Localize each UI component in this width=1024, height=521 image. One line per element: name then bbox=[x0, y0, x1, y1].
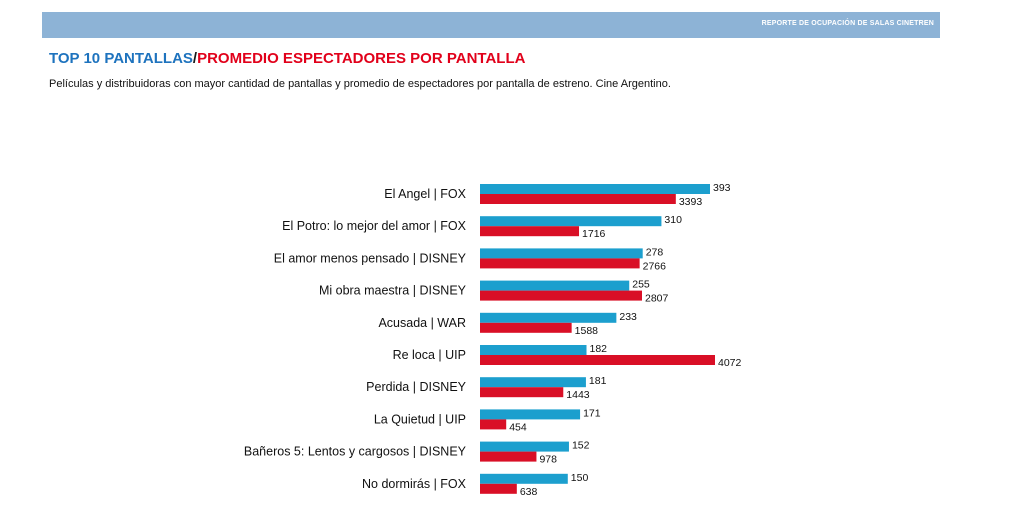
category-label: Bañeros 5: Lentos y cargosos | DISNEY bbox=[244, 445, 467, 459]
title-separator: / bbox=[192, 50, 198, 67]
data-label: 2807 bbox=[645, 293, 669, 305]
bar-screens bbox=[480, 377, 586, 388]
data-label: 4072 bbox=[718, 357, 742, 369]
bar-average-spectators bbox=[480, 290, 642, 301]
data-label: 1716 bbox=[582, 228, 606, 240]
bar-screens bbox=[480, 409, 581, 420]
data-label: 1443 bbox=[566, 389, 590, 401]
data-label: 150 bbox=[571, 472, 589, 484]
title-part-average: PROMEDIO ESPECTADORES POR PANTALLA bbox=[197, 50, 526, 67]
data-label: 393 bbox=[713, 182, 731, 194]
category-label: Mi obra maestra | DISNEY bbox=[319, 284, 467, 298]
bar-screens bbox=[480, 280, 630, 291]
category-label: Perdida | DISNEY bbox=[366, 380, 466, 394]
data-label: 278 bbox=[646, 246, 664, 258]
title-part-screens: TOP 10 PANTALLAS bbox=[49, 50, 193, 67]
data-label: 3393 bbox=[679, 196, 703, 208]
header-banner: REPORTE DE OCUPACIÓN DE SALAS CINETREN bbox=[42, 12, 940, 38]
chart-subtitle: Películas y distribuidoras con mayor can… bbox=[49, 78, 671, 90]
data-label: 152 bbox=[572, 440, 590, 452]
bar-screens bbox=[480, 216, 662, 227]
data-label: 233 bbox=[619, 311, 637, 323]
bar-average-spectators bbox=[480, 355, 715, 365]
data-label: 171 bbox=[583, 407, 601, 419]
bar-average-spectators bbox=[480, 258, 640, 269]
data-label: 182 bbox=[590, 343, 608, 355]
bar-average-spectators bbox=[480, 226, 580, 237]
bar-average-spectators bbox=[480, 194, 676, 204]
data-label: 978 bbox=[539, 454, 557, 466]
bar-average-spectators bbox=[480, 322, 572, 333]
category-label: El amor menos pensado | DISNEY bbox=[274, 251, 467, 265]
bar-screens bbox=[480, 312, 617, 323]
data-label: 255 bbox=[632, 279, 650, 291]
category-label: El Potro: lo mejor del amor | FOX bbox=[282, 219, 467, 233]
category-label: Re loca | UIP bbox=[393, 348, 466, 362]
bar-average-spectators bbox=[480, 483, 517, 494]
data-label: 454 bbox=[509, 421, 527, 433]
bar-screens bbox=[480, 248, 643, 259]
banner-text: REPORTE DE OCUPACIÓN DE SALAS CINETREN bbox=[761, 20, 934, 27]
bar-screens bbox=[480, 473, 568, 484]
data-label: 1588 bbox=[575, 325, 599, 337]
category-label: No dormirás | FOX bbox=[362, 477, 467, 491]
data-label: 181 bbox=[589, 375, 607, 387]
data-label: 310 bbox=[664, 214, 682, 226]
bar-average-spectators bbox=[480, 451, 537, 462]
category-label: Acusada | WAR bbox=[378, 316, 466, 330]
data-label: 2766 bbox=[643, 260, 667, 272]
bar-screens bbox=[480, 345, 587, 355]
bar-screens bbox=[480, 441, 569, 452]
category-label: El Angel | FOX bbox=[384, 187, 466, 201]
category-label: La Quietud | UIP bbox=[374, 412, 466, 426]
bar-screens bbox=[480, 184, 710, 194]
bar-average-spectators bbox=[480, 387, 564, 398]
chart-title: TOP 10 PANTALLAS/PROMEDIO ESPECTADORES P… bbox=[49, 50, 525, 67]
bar-average-spectators bbox=[480, 419, 507, 430]
data-label: 638 bbox=[520, 486, 538, 498]
